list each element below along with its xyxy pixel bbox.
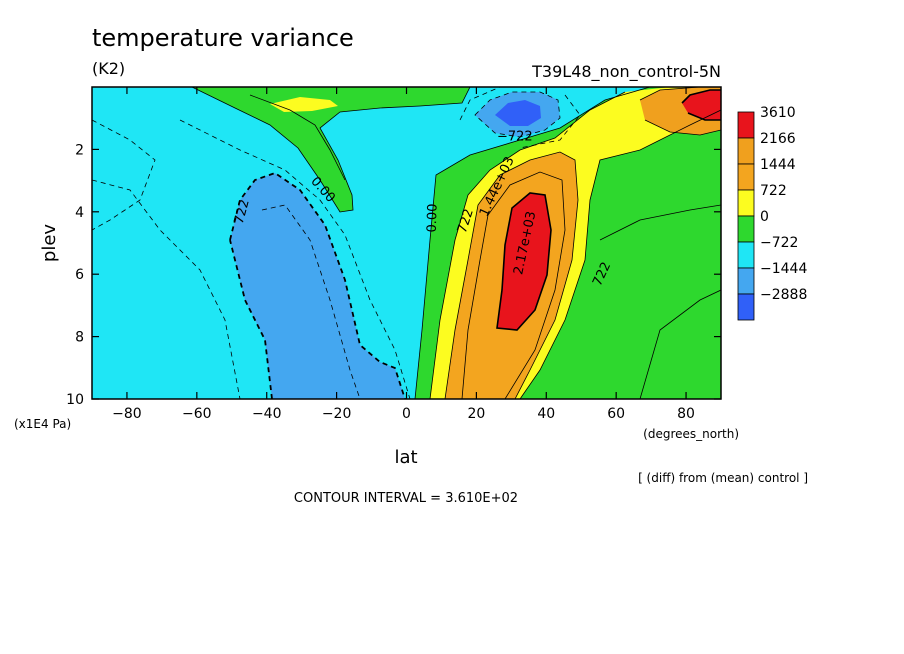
negative-contours: [92, 87, 581, 399]
legend-swatch: [737, 111, 755, 139]
legend-swatch: [737, 267, 755, 295]
legend-label: 1444: [760, 157, 796, 173]
chart-units: (K2): [92, 59, 125, 78]
x-tick-label: 60: [607, 406, 625, 422]
region-blue-deep: [495, 100, 541, 126]
contour-upper-green: [191, 87, 471, 213]
contour-lines: [191, 87, 721, 399]
contour-1800-nh: [461, 171, 566, 399]
legend-swatch: [737, 137, 755, 165]
y-tick-label: 6: [75, 267, 84, 283]
contour-722-nh: [429, 91, 626, 399]
contour-upper-inner: [249, 94, 346, 181]
y-tick-label: 10: [66, 392, 84, 408]
x-tick-label: −20: [322, 406, 352, 422]
x-axis-label: lat: [394, 447, 417, 468]
contour-neg-upper: [474, 91, 561, 138]
legend-swatch: [737, 293, 755, 321]
y-axis-ticks: 2 4 6 8 10: [66, 142, 721, 408]
y-tick-label: 2: [75, 142, 84, 158]
contour-zero-nh: [414, 87, 651, 399]
x-axis-ticks: −80 −60 −40 −20 0 20 40 60 80: [112, 87, 695, 422]
region-yellow-upper: [270, 97, 338, 112]
contour-neg-sh-inner: [261, 204, 361, 399]
contour-top-right-1: [639, 87, 721, 136]
y-tick-label: 8: [75, 330, 84, 346]
legend-label: 2166: [760, 131, 796, 147]
contour-east-thin-2: [599, 204, 721, 241]
legend-label: −2888: [760, 287, 807, 303]
contour-fills: [92, 87, 721, 399]
legend-swatch: [737, 163, 755, 191]
contour-label: 722: [232, 198, 253, 226]
legend-swatch: [737, 189, 755, 217]
x-tick-label: 40: [537, 406, 555, 422]
x-tick-label: 80: [677, 406, 695, 422]
contour-722-nh-east: [519, 109, 721, 399]
legend-label: 722: [760, 183, 787, 199]
legend-swatch: [737, 241, 755, 269]
y-tick-label: 4: [75, 205, 84, 221]
y-axis-label: plev: [39, 224, 60, 263]
contour-interval: CONTOUR INTERVAL = 3.610E+02: [294, 491, 518, 506]
legend-label: −722: [760, 235, 798, 251]
x-tick-label: −60: [182, 406, 212, 422]
legend-label: 3610: [760, 105, 796, 121]
color-legend: 3610 2166 1444 722 0 −722 −1444 −2888: [737, 105, 807, 321]
legend-label: −1444: [760, 261, 807, 277]
x-axis-units: (degrees_north): [643, 427, 739, 441]
x-tick-label: −40: [252, 406, 282, 422]
contour-label: −722: [497, 129, 533, 144]
region-green-upper: [192, 87, 470, 212]
y-axis-units: (x1E4 Pa): [14, 417, 71, 431]
contour-label: 722: [455, 207, 477, 235]
contour-neg-sh-outer: [92, 179, 241, 399]
region-blue-sh: [230, 173, 405, 399]
contour-east-thin: [639, 289, 721, 399]
contour-neg-sh-outer2: [92, 119, 156, 231]
x-tick-label: −80: [112, 406, 142, 422]
contour-neg-722-sh: [229, 172, 406, 399]
x-tick-label: 0: [402, 406, 411, 422]
region-red-top: [682, 90, 721, 120]
x-tick-label: 20: [467, 406, 485, 422]
legend-label: 0: [760, 209, 769, 225]
contour-3610-nh: [496, 192, 552, 331]
contour-1444-nh: [444, 151, 579, 399]
contour-neg-upper-outer: [459, 87, 581, 149]
experiment-label: T39L48_non_control-5N: [531, 62, 721, 82]
chart-title: temperature variance: [92, 24, 354, 52]
contour-top-right-red: [681, 89, 721, 121]
contour-label: 0.00: [425, 203, 441, 232]
contour-neg-sh-mid: [179, 119, 411, 399]
legend-swatch: [737, 215, 755, 243]
diff-note: [ (diff) from (mean) control ]: [638, 471, 808, 485]
region-red-core: [497, 193, 551, 330]
